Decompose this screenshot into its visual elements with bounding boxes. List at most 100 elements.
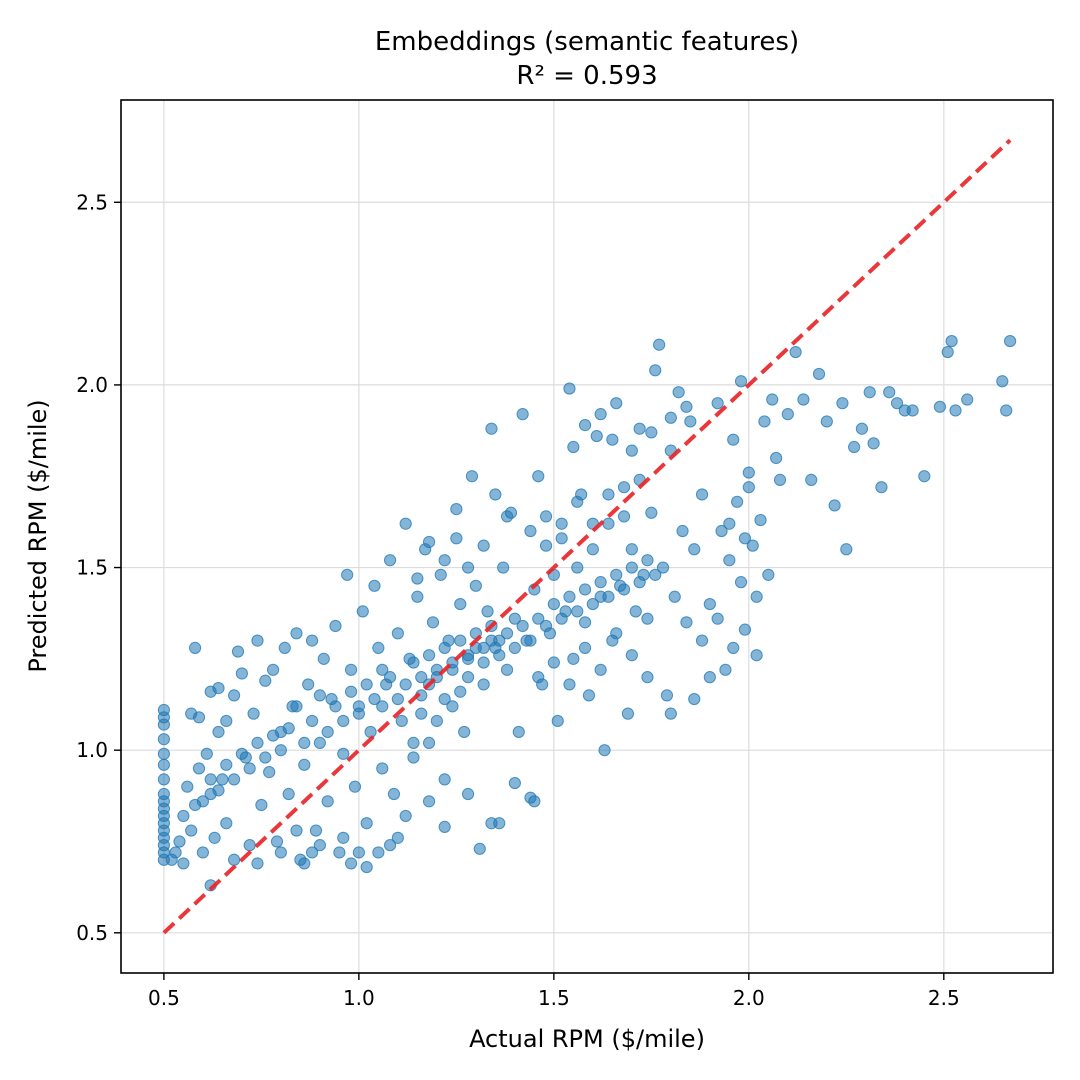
data-point [641, 554, 654, 567]
data-point [551, 714, 564, 728]
data-point [664, 707, 677, 720]
data-point [282, 787, 295, 801]
y-axis-label: Predicted RPM ($/mile) [24, 399, 52, 672]
data-point [641, 671, 654, 684]
x-tick-label: 1.5 [538, 986, 570, 1010]
data-point [169, 846, 182, 859]
data-point [578, 616, 592, 629]
data-point [610, 397, 623, 410]
data-point [481, 605, 494, 618]
data-point [411, 572, 424, 585]
data-point [547, 597, 560, 611]
data-point [376, 663, 389, 676]
data-point [594, 576, 607, 589]
data-point [555, 532, 568, 545]
data-point [578, 418, 592, 432]
data-point [438, 554, 451, 567]
data-point [177, 809, 190, 823]
data-point [567, 652, 580, 665]
data-point [625, 649, 638, 662]
data-point [649, 364, 662, 377]
data-point [391, 692, 404, 706]
data-point [454, 634, 467, 647]
data-point [961, 393, 974, 406]
data-point [309, 824, 323, 837]
data-point [391, 627, 404, 640]
y-tick-label: 2.5 [76, 190, 108, 214]
data-point [594, 663, 607, 676]
data-point [508, 641, 521, 655]
data-point [298, 758, 311, 771]
data-point [828, 499, 841, 512]
data-point [399, 678, 412, 691]
data-point [485, 817, 498, 830]
data-point [945, 334, 958, 348]
data-point [376, 762, 389, 775]
data-point [563, 590, 576, 603]
data-point [668, 590, 681, 603]
data-point [376, 700, 389, 713]
data-point [477, 539, 490, 552]
data-point [302, 678, 315, 691]
data-point [196, 846, 209, 859]
data-point [563, 382, 576, 395]
data-point [789, 345, 802, 359]
data-point [500, 627, 514, 640]
data-point [610, 568, 623, 581]
data-point [461, 561, 475, 574]
data-point [855, 422, 869, 435]
data-point [590, 429, 603, 443]
data-point [259, 674, 272, 687]
data-point [742, 466, 755, 479]
data-point [333, 846, 346, 859]
data-point [344, 663, 358, 676]
data-point [672, 386, 685, 399]
y-axis-ticks: 0.5 1.0 1.5 2.0 2.5 [76, 190, 121, 945]
data-point [512, 725, 525, 739]
data-point [703, 597, 716, 611]
data-point [438, 820, 451, 833]
data-point [387, 787, 401, 801]
data-point [461, 787, 475, 801]
data-point [890, 397, 904, 410]
data-point [450, 503, 463, 516]
data-point [727, 641, 740, 655]
data-point [259, 751, 272, 764]
data-point [212, 725, 225, 739]
data-point [547, 656, 560, 669]
data-point [918, 470, 931, 483]
data-point [754, 513, 767, 527]
data-point [645, 506, 658, 519]
data-point [711, 612, 724, 625]
x-axis-ticks: 0.5 1.0 1.5 2.0 2.5 [148, 973, 960, 1010]
data-point [863, 386, 876, 399]
data-point [360, 678, 373, 691]
data-point [539, 510, 553, 523]
data-point [317, 652, 330, 665]
data-point [204, 773, 217, 786]
data-point [508, 776, 521, 790]
data-points [157, 334, 1017, 892]
data-point [407, 656, 420, 669]
data-point [321, 795, 334, 808]
data-point [430, 714, 443, 728]
data-point [329, 700, 342, 713]
data-point [664, 411, 677, 424]
data-point [321, 725, 334, 739]
data-point [680, 616, 693, 629]
data-point [177, 857, 190, 870]
data-point [629, 605, 642, 618]
data-point [391, 831, 404, 844]
data-point [766, 393, 779, 406]
data-point [688, 543, 701, 556]
data-point [738, 532, 752, 545]
data-point [781, 408, 794, 421]
data-point [200, 747, 213, 760]
data-point [216, 773, 229, 786]
data-point [368, 692, 381, 706]
data-point [422, 736, 436, 749]
data-point [617, 583, 631, 596]
data-point [571, 605, 584, 618]
data-point [633, 422, 646, 435]
